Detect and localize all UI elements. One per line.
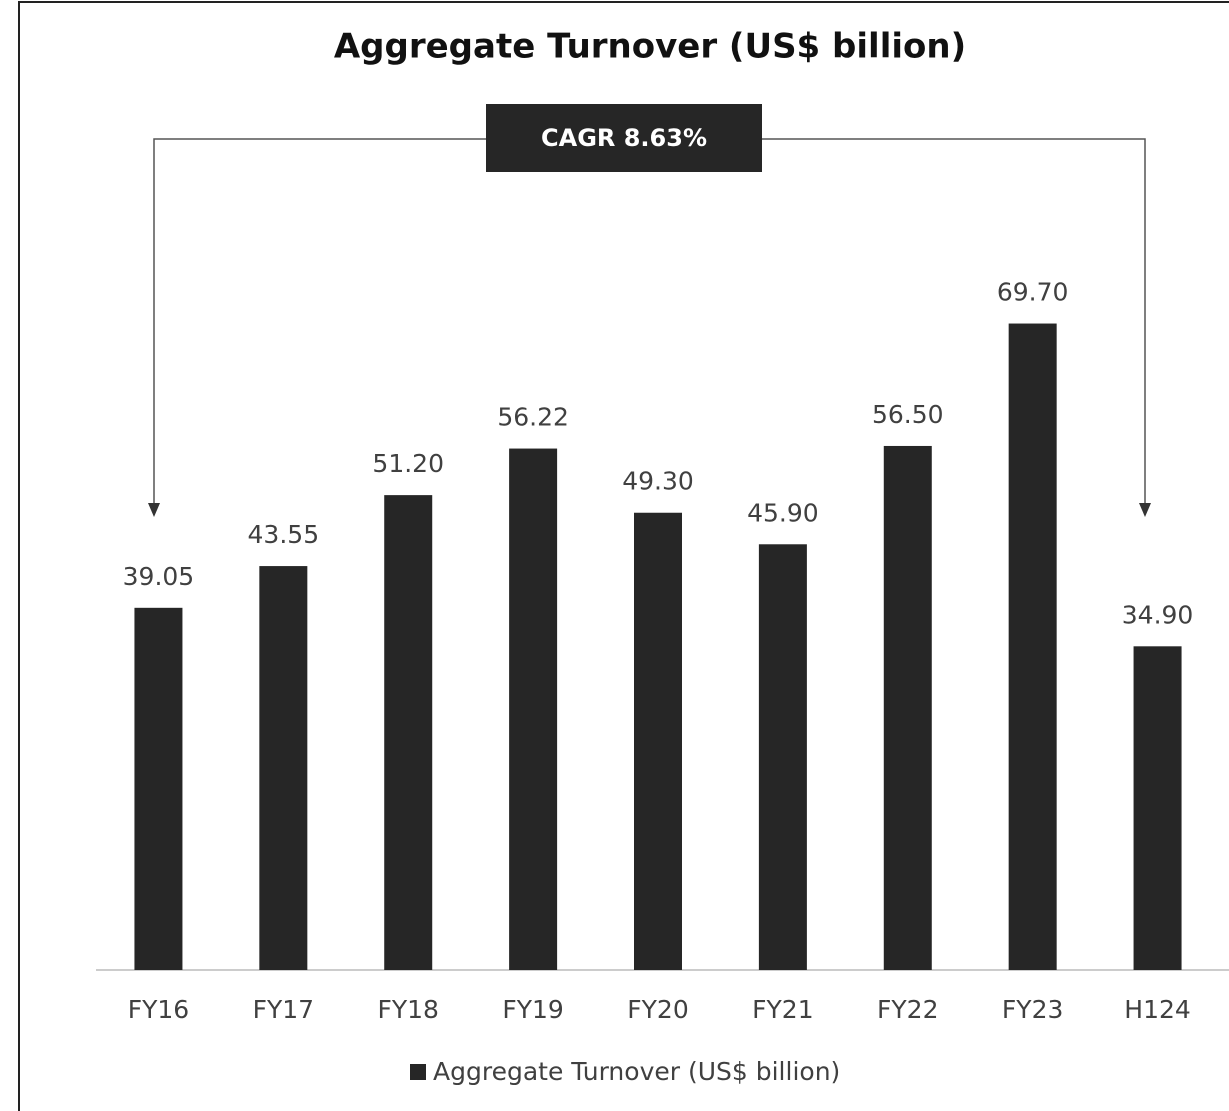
bar xyxy=(134,607,183,970)
bar xyxy=(634,512,682,970)
legend-label: Aggregate Turnover (US$ billion) xyxy=(433,1057,840,1086)
x-tick-label: FY21 xyxy=(752,995,813,1024)
x-tick-label: FY22 xyxy=(877,995,938,1024)
bar xyxy=(758,544,807,970)
legend-swatch xyxy=(410,1064,426,1080)
value-label: 39.05 xyxy=(123,562,195,591)
bar xyxy=(259,566,308,970)
value-label: 56.22 xyxy=(497,403,569,432)
x-tick-label: H124 xyxy=(1124,995,1191,1024)
value-label: 56.50 xyxy=(872,400,944,429)
value-label: 69.70 xyxy=(997,278,1069,307)
x-tick-label: FY18 xyxy=(377,995,438,1024)
cagr-label: CAGR 8.63% xyxy=(541,124,707,152)
value-label: 49.30 xyxy=(622,467,694,496)
bar xyxy=(384,495,433,970)
x-tick-label: FY20 xyxy=(627,995,688,1024)
chart-title: Aggregate Turnover (US$ billion) xyxy=(334,27,966,67)
cagr-bracket xyxy=(153,138,1146,505)
bar xyxy=(509,448,558,970)
cagr-box xyxy=(486,104,762,172)
x-tick-label: FY16 xyxy=(128,995,189,1024)
bar xyxy=(1008,323,1057,971)
bracket-right xyxy=(762,138,1146,505)
bracket-left xyxy=(153,138,486,505)
bar xyxy=(1133,646,1182,970)
value-label: 51.20 xyxy=(372,449,444,478)
x-tick-label: FY19 xyxy=(502,995,563,1024)
value-label: 45.90 xyxy=(747,498,819,527)
x-tick-label: FY23 xyxy=(1002,995,1063,1024)
bar xyxy=(883,445,932,970)
value-label: 34.90 xyxy=(1122,600,1194,629)
arrow-head xyxy=(1139,503,1151,517)
value-label: 43.55 xyxy=(248,520,320,549)
x-tick-label: FY17 xyxy=(253,995,314,1024)
arrow-head xyxy=(148,503,160,517)
